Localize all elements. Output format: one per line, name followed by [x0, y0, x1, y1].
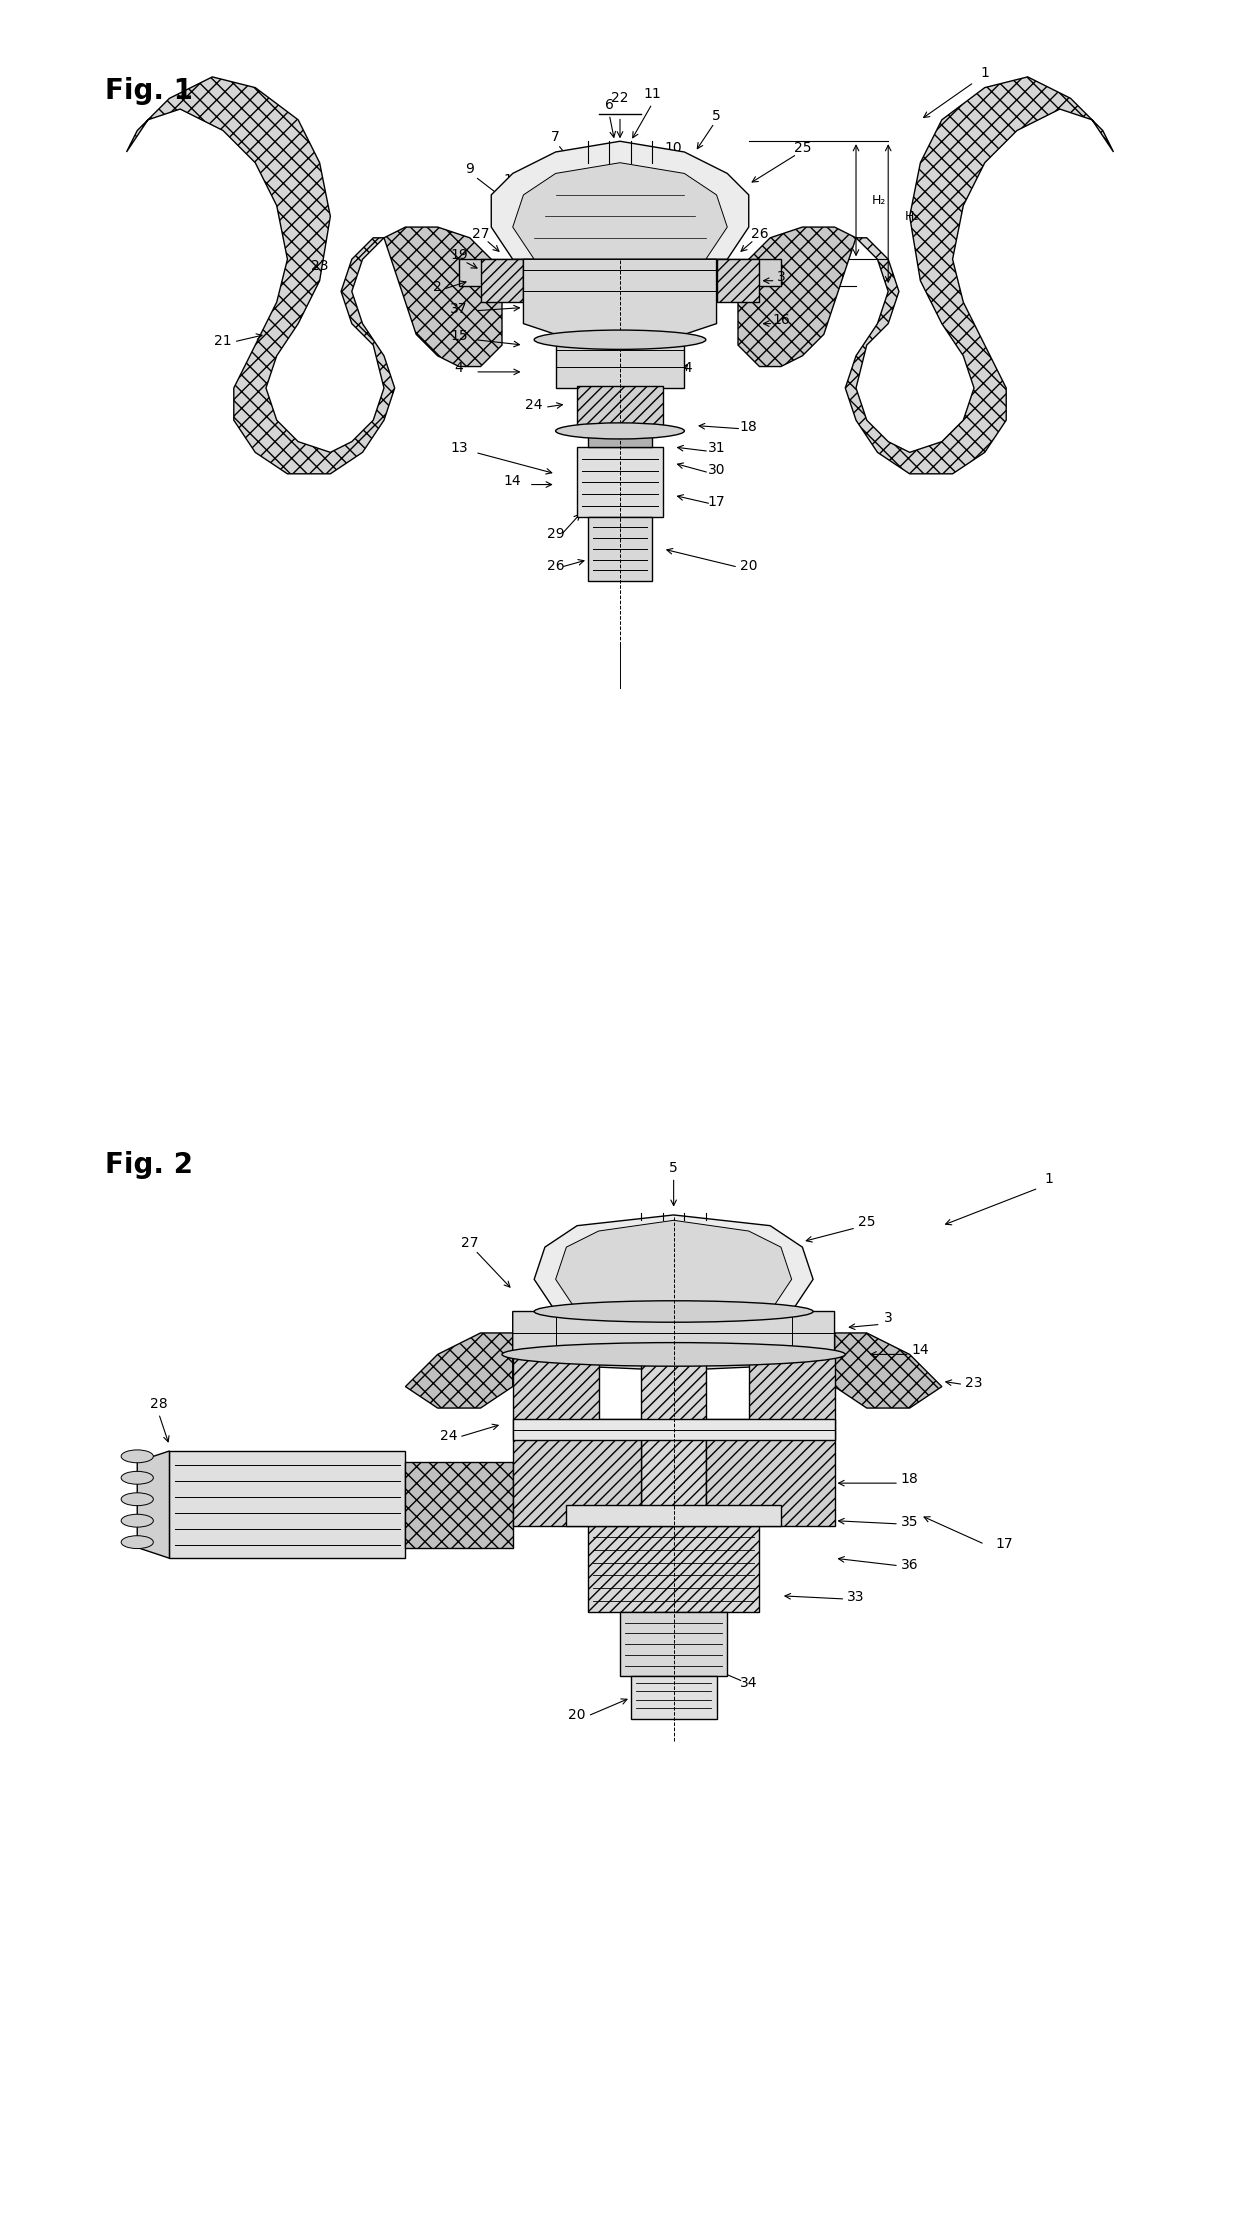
- Text: 5: 5: [670, 1160, 678, 1176]
- Polygon shape: [846, 76, 1114, 474]
- Text: 17: 17: [708, 494, 725, 510]
- Text: Fig. 1: Fig. 1: [105, 76, 193, 105]
- Text: 29: 29: [547, 527, 564, 541]
- Bar: [459, 259, 523, 286]
- Ellipse shape: [122, 1493, 154, 1506]
- Polygon shape: [491, 141, 749, 259]
- Text: 10: 10: [665, 141, 682, 154]
- Bar: [556, 340, 684, 389]
- Text: 14: 14: [911, 1343, 929, 1357]
- Text: 21: 21: [215, 333, 232, 349]
- Text: 14: 14: [676, 360, 693, 375]
- Text: 30: 30: [708, 463, 725, 476]
- Text: 20: 20: [568, 1708, 585, 1723]
- Polygon shape: [534, 1216, 813, 1312]
- Text: 18: 18: [740, 420, 758, 434]
- Text: 23: 23: [311, 259, 329, 273]
- Text: 16: 16: [773, 313, 790, 326]
- Text: H₁: H₁: [904, 210, 919, 224]
- Bar: [405, 1462, 512, 1547]
- Text: 3: 3: [776, 270, 785, 284]
- Polygon shape: [523, 259, 717, 340]
- Ellipse shape: [122, 1451, 154, 1462]
- Ellipse shape: [122, 1535, 154, 1549]
- Polygon shape: [512, 1312, 835, 1370]
- Text: 5: 5: [712, 110, 720, 123]
- Text: 28: 28: [150, 1397, 167, 1410]
- Bar: [631, 1676, 717, 1719]
- Text: 24: 24: [526, 398, 543, 413]
- Ellipse shape: [502, 1343, 846, 1366]
- Text: 36: 36: [900, 1558, 919, 1571]
- Text: 14: 14: [503, 474, 522, 487]
- Polygon shape: [126, 76, 394, 474]
- Bar: [717, 259, 781, 286]
- Text: 19: 19: [450, 248, 467, 261]
- Text: 11: 11: [644, 87, 661, 101]
- Text: 23: 23: [965, 1375, 983, 1390]
- Ellipse shape: [122, 1515, 154, 1527]
- Polygon shape: [384, 228, 502, 367]
- Text: H₂: H₂: [872, 194, 887, 208]
- Polygon shape: [405, 1332, 512, 1408]
- Text: 22: 22: [611, 92, 629, 105]
- Bar: [717, 259, 759, 302]
- Bar: [577, 447, 663, 516]
- Text: 4: 4: [455, 360, 464, 375]
- Text: 31: 31: [708, 440, 725, 456]
- Text: 3: 3: [884, 1312, 893, 1325]
- Bar: [588, 516, 652, 581]
- Bar: [512, 1419, 835, 1439]
- Text: 2: 2: [433, 279, 441, 295]
- Ellipse shape: [534, 1301, 813, 1323]
- Polygon shape: [835, 1332, 942, 1408]
- Text: 33: 33: [847, 1589, 864, 1605]
- Text: 1: 1: [1044, 1171, 1054, 1187]
- Text: 37: 37: [450, 302, 467, 315]
- Bar: [588, 431, 652, 447]
- Bar: [641, 1354, 706, 1569]
- Text: 25: 25: [858, 1214, 875, 1229]
- Text: 12: 12: [503, 172, 522, 188]
- Text: 27: 27: [461, 1236, 479, 1249]
- Text: 25: 25: [794, 141, 811, 154]
- Ellipse shape: [534, 331, 706, 349]
- Bar: [567, 1504, 781, 1527]
- Ellipse shape: [122, 1471, 154, 1484]
- Text: 13: 13: [397, 1473, 414, 1486]
- Bar: [170, 1451, 405, 1558]
- Bar: [577, 387, 663, 431]
- Text: 20: 20: [740, 559, 758, 574]
- Polygon shape: [138, 1451, 170, 1558]
- Text: 15: 15: [450, 329, 467, 342]
- Polygon shape: [556, 1220, 791, 1312]
- Text: 9: 9: [465, 163, 474, 177]
- Bar: [620, 1611, 728, 1676]
- Text: Fig. 2: Fig. 2: [105, 1151, 193, 1178]
- Text: 34: 34: [740, 1676, 758, 1690]
- Polygon shape: [738, 228, 856, 367]
- Ellipse shape: [556, 422, 684, 438]
- Text: 7: 7: [552, 130, 560, 145]
- Polygon shape: [512, 163, 728, 259]
- Text: 35: 35: [901, 1515, 919, 1529]
- Polygon shape: [706, 1354, 835, 1527]
- Text: 6: 6: [605, 98, 614, 112]
- Text: 17: 17: [996, 1535, 1013, 1551]
- Text: 24: 24: [440, 1428, 458, 1444]
- Bar: [588, 1527, 759, 1611]
- Text: 1: 1: [981, 65, 990, 80]
- Text: 27: 27: [471, 226, 490, 241]
- Text: 18: 18: [900, 1473, 919, 1486]
- Polygon shape: [512, 1354, 641, 1527]
- Text: 26: 26: [750, 226, 769, 241]
- Text: 13: 13: [450, 440, 467, 456]
- Text: 26: 26: [547, 559, 564, 574]
- Bar: [481, 259, 523, 302]
